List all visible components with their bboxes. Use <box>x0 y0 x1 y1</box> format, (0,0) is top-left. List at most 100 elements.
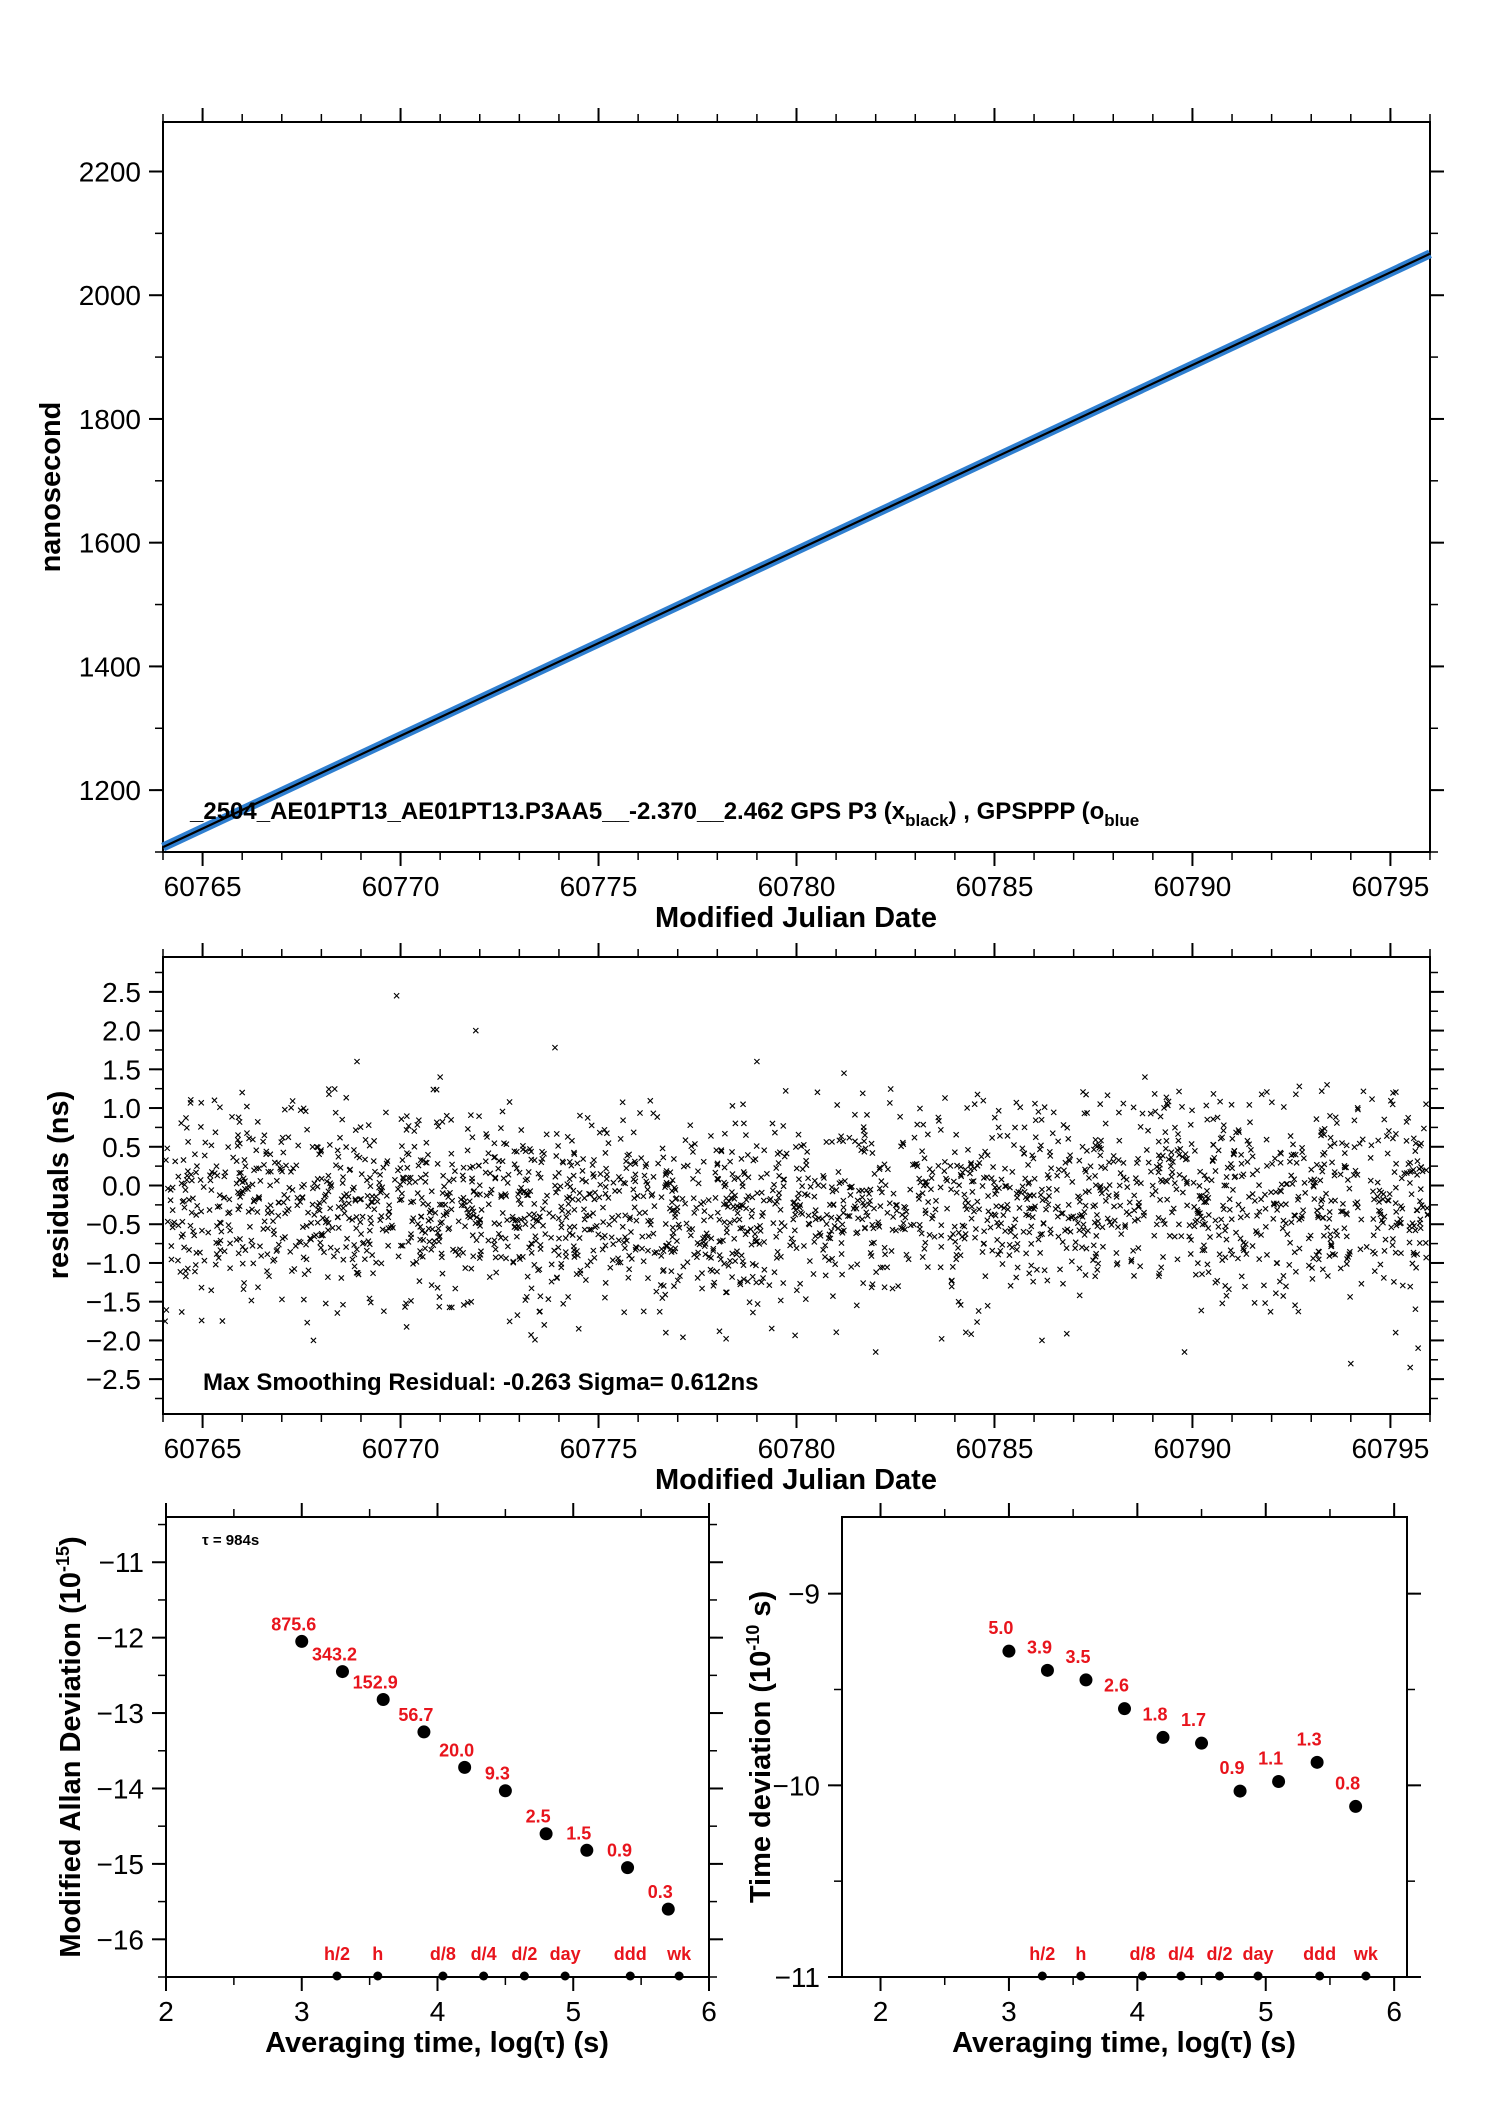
residual-point <box>349 1216 356 1223</box>
residual-point <box>248 1237 255 1244</box>
residual-point <box>499 1210 506 1216</box>
residual-point <box>903 1251 910 1258</box>
residual-point <box>225 1144 232 1151</box>
residual-point <box>1276 1278 1283 1285</box>
deviation-data-label: 0.9 <box>607 1841 632 1861</box>
residual-point <box>1323 1190 1329 1197</box>
residual-point <box>303 1222 310 1229</box>
residual-point <box>516 1253 523 1260</box>
y-tick-label: −2.0 <box>86 1325 141 1356</box>
residual-point <box>644 1247 651 1254</box>
x-tick-label: 60785 <box>956 871 1034 902</box>
residual-point <box>974 1162 981 1169</box>
residual-point <box>212 1261 219 1268</box>
residual-point <box>1004 1132 1011 1139</box>
residual-point <box>235 1250 242 1257</box>
residual-point <box>378 1213 385 1220</box>
residual-point <box>628 1255 635 1262</box>
residual-point <box>1170 1205 1177 1212</box>
residual-point <box>744 1278 751 1285</box>
timescale-marker <box>1176 1971 1186 1981</box>
residual-point <box>1028 1262 1035 1269</box>
residual-point <box>1389 1135 1396 1142</box>
residual-point <box>191 1232 198 1239</box>
residual-point <box>937 1264 944 1271</box>
residual-point <box>236 1170 243 1177</box>
residual-point <box>236 1140 243 1147</box>
residual-point <box>1158 1264 1165 1271</box>
residual-point <box>961 1191 968 1198</box>
residual-point <box>397 1242 404 1249</box>
residual-point <box>974 1198 981 1205</box>
residual-point <box>995 1223 1002 1230</box>
residual-point <box>369 1199 376 1206</box>
residual-point <box>1393 1160 1400 1167</box>
residual-point <box>1418 1140 1425 1147</box>
residual-point <box>840 1197 847 1204</box>
residual-point <box>1242 1283 1248 1290</box>
residual-point <box>1000 1212 1007 1219</box>
residual-point <box>531 1261 538 1268</box>
residual-point <box>518 1184 525 1191</box>
residual-point <box>582 1277 589 1284</box>
residual-point <box>712 1169 719 1176</box>
residual-point <box>1124 1184 1131 1191</box>
residual-point <box>627 1228 634 1235</box>
residual-point <box>693 1254 700 1261</box>
residual-point <box>1035 1108 1042 1115</box>
residual-point <box>377 1171 384 1178</box>
residual-point <box>439 1118 446 1125</box>
residual-point <box>603 1165 610 1172</box>
residual-point <box>566 1193 573 1200</box>
residual-point <box>699 1285 706 1292</box>
residual-point <box>1155 1152 1162 1159</box>
residual-point <box>1381 1213 1388 1220</box>
residual-point <box>919 1254 926 1260</box>
residual-point <box>622 1212 629 1219</box>
residual-point <box>753 1224 760 1231</box>
residual-point <box>982 1148 989 1155</box>
residual-outlier-point <box>219 1318 226 1325</box>
residual-point <box>583 1212 590 1219</box>
residual-point <box>531 1157 538 1164</box>
residual-point <box>1371 1268 1378 1275</box>
residual-point <box>1029 1214 1036 1221</box>
residual-point <box>302 1108 309 1115</box>
residual-point <box>1199 1271 1206 1278</box>
x-tick-label: 60765 <box>164 871 242 902</box>
residual-point <box>1210 1116 1217 1123</box>
residual-point <box>565 1200 572 1207</box>
residual-point <box>1333 1120 1340 1126</box>
residual-point <box>1111 1203 1118 1210</box>
residual-point <box>769 1120 776 1127</box>
residual-point <box>1315 1256 1322 1263</box>
residual-point <box>1043 1206 1050 1213</box>
residual-point <box>558 1224 565 1231</box>
residual-point <box>1009 1244 1016 1251</box>
residual-point <box>1160 1253 1167 1260</box>
residual-point <box>1055 1166 1062 1173</box>
residual-point <box>588 1226 595 1233</box>
residual-point <box>1052 1205 1059 1212</box>
residual-point <box>1221 1182 1228 1189</box>
residual-point <box>1208 1177 1215 1184</box>
residual-point <box>1157 1196 1164 1203</box>
residual-point <box>1419 1168 1426 1175</box>
residual-point <box>680 1263 687 1270</box>
residual-point <box>400 1174 406 1181</box>
residual-point <box>1132 1175 1139 1182</box>
residual-point <box>205 1229 212 1236</box>
residual-point <box>271 1159 278 1166</box>
residual-point <box>423 1159 430 1166</box>
residual-point <box>961 1235 968 1242</box>
residual-point <box>700 1199 707 1206</box>
residual-point <box>245 1208 252 1215</box>
residual-point <box>1256 1208 1263 1215</box>
residual-point <box>1133 1160 1140 1167</box>
residual-point <box>345 1200 352 1207</box>
residual-point <box>1203 1199 1210 1206</box>
residual-point <box>827 1235 834 1242</box>
residual-point <box>169 1207 176 1214</box>
timescale-marker <box>479 1971 489 1981</box>
x-tick-label: 60795 <box>1351 1433 1429 1464</box>
